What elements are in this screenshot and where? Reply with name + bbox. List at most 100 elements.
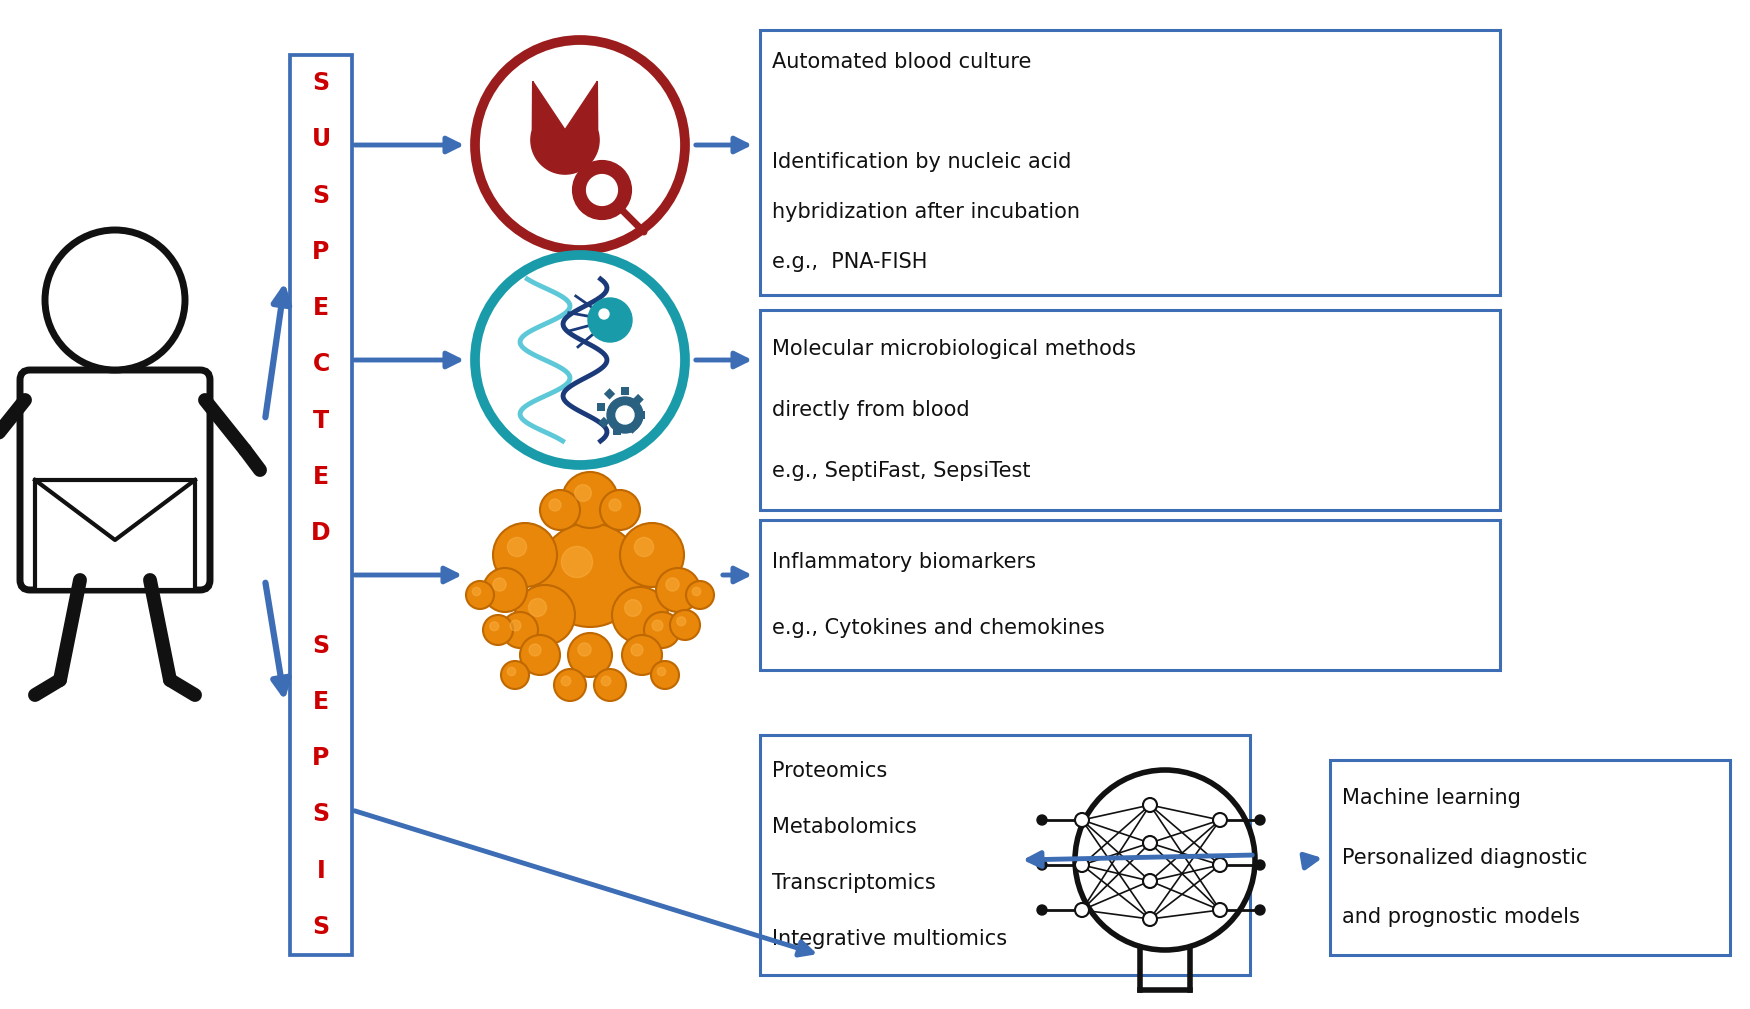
Text: Inflammatory biomarkers: Inflammatory biomarkers [772, 552, 1036, 572]
Bar [612, 427, 621, 435]
Circle shape [46, 230, 186, 370]
Text: Molecular microbiological methods: Molecular microbiological methods [772, 339, 1136, 359]
Text: hybridization after incubation: hybridization after incubation [772, 203, 1080, 223]
Circle shape [600, 490, 640, 530]
Circle shape [612, 587, 668, 643]
Bar [597, 403, 605, 411]
Circle shape [1213, 813, 1227, 827]
Text: S: S [313, 71, 329, 95]
Circle shape [1038, 860, 1046, 870]
Circle shape [490, 622, 499, 631]
Circle shape [586, 175, 618, 206]
Circle shape [473, 587, 481, 595]
Circle shape [1213, 903, 1227, 917]
Text: U: U [312, 127, 331, 151]
Circle shape [483, 615, 513, 645]
Circle shape [466, 581, 493, 609]
Circle shape [562, 547, 593, 577]
Circle shape [528, 644, 541, 656]
Bar [626, 423, 639, 434]
Circle shape [670, 610, 700, 640]
Circle shape [574, 484, 592, 501]
Circle shape [1074, 813, 1088, 827]
Circle shape [620, 523, 684, 587]
FancyBboxPatch shape [760, 735, 1250, 975]
FancyBboxPatch shape [760, 310, 1500, 510]
Circle shape [1255, 905, 1265, 915]
Circle shape [644, 612, 681, 648]
Text: Proteomics: Proteomics [772, 761, 887, 781]
Text: e.g., Cytokines and chemokines: e.g., Cytokines and chemokines [772, 618, 1104, 638]
Text: P: P [312, 746, 329, 770]
Circle shape [474, 40, 684, 250]
Circle shape [500, 661, 528, 689]
Circle shape [507, 667, 516, 676]
Text: e.g.,  PNA-FISH: e.g., PNA-FISH [772, 252, 928, 272]
Circle shape [514, 585, 576, 645]
Text: P: P [312, 240, 329, 264]
Text: D: D [312, 521, 331, 545]
Circle shape [528, 598, 546, 616]
Text: T: T [313, 409, 329, 433]
Circle shape [667, 578, 679, 591]
Circle shape [550, 499, 562, 511]
Text: Transcriptomics: Transcriptomics [772, 873, 936, 893]
FancyBboxPatch shape [19, 370, 210, 590]
FancyBboxPatch shape [760, 30, 1500, 295]
Circle shape [483, 568, 527, 612]
Circle shape [632, 644, 642, 656]
Circle shape [625, 599, 642, 616]
Text: E: E [313, 465, 329, 489]
Circle shape [578, 643, 592, 656]
Circle shape [509, 621, 522, 631]
Circle shape [602, 676, 611, 686]
Text: E: E [313, 690, 329, 714]
Circle shape [693, 587, 700, 595]
Bar [637, 411, 646, 419]
Circle shape [493, 523, 556, 587]
Circle shape [1143, 836, 1157, 850]
Circle shape [658, 667, 665, 676]
Circle shape [1074, 903, 1088, 917]
Text: Metabolomics: Metabolomics [772, 817, 917, 837]
Circle shape [635, 538, 653, 557]
Circle shape [1074, 770, 1255, 950]
Text: I: I [317, 859, 326, 883]
Text: Automated blood culture: Automated blood culture [772, 52, 1031, 73]
Circle shape [562, 676, 570, 686]
Circle shape [1038, 905, 1046, 915]
Text: S: S [313, 802, 329, 826]
Text: directly from blood: directly from blood [772, 400, 970, 420]
FancyBboxPatch shape [35, 480, 194, 590]
Circle shape [493, 578, 506, 591]
Circle shape [541, 490, 579, 530]
Circle shape [588, 298, 632, 342]
Circle shape [1143, 798, 1157, 812]
Circle shape [1038, 815, 1046, 825]
Circle shape [562, 472, 618, 528]
Circle shape [502, 612, 537, 648]
Circle shape [593, 669, 626, 701]
Text: E: E [313, 296, 329, 320]
Circle shape [686, 581, 714, 609]
FancyBboxPatch shape [290, 55, 352, 955]
Bar [598, 417, 609, 428]
Text: Machine learning: Machine learning [1342, 788, 1521, 808]
Polygon shape [530, 82, 598, 175]
Circle shape [574, 162, 630, 218]
Circle shape [1255, 860, 1265, 870]
Text: and prognostic models: and prognostic models [1342, 907, 1580, 926]
Circle shape [621, 635, 662, 675]
Circle shape [609, 499, 621, 511]
Bar [604, 388, 616, 400]
Circle shape [474, 255, 684, 465]
Circle shape [1255, 815, 1265, 825]
Circle shape [507, 538, 527, 557]
FancyBboxPatch shape [760, 520, 1500, 670]
Circle shape [607, 397, 642, 433]
Circle shape [555, 669, 586, 701]
Circle shape [1213, 858, 1227, 872]
Text: Identification by nucleic acid: Identification by nucleic acid [772, 152, 1071, 173]
Circle shape [537, 523, 642, 627]
Text: S: S [313, 634, 329, 658]
